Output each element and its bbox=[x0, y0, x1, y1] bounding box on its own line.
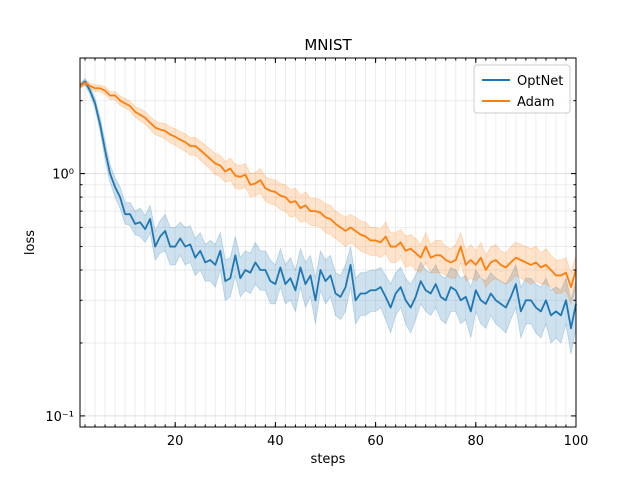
axis-ticks: 20 40 60 80 100 10⁻¹ 10⁰ bbox=[45, 57, 589, 449]
line-adam bbox=[79, 81, 577, 289]
x-tick-label: 40 bbox=[267, 434, 284, 449]
x-tick-label: 80 bbox=[468, 434, 485, 449]
y-tick-label: 10⁰ bbox=[52, 168, 74, 183]
line-optnet bbox=[79, 80, 577, 330]
x-tick-label: 60 bbox=[367, 434, 384, 449]
legend-label-adam: Adam bbox=[517, 95, 555, 110]
y-tick-label: 10⁻¹ bbox=[45, 410, 74, 425]
series-lines bbox=[79, 80, 577, 330]
x-tick-label: 20 bbox=[167, 434, 184, 449]
grid bbox=[80, 57, 577, 428]
legend: OptNet Adam bbox=[473, 64, 571, 114]
x-axis-title: steps bbox=[311, 452, 346, 467]
legend-label-optnet: OptNet bbox=[517, 74, 563, 89]
chart-title: MNIST bbox=[304, 36, 352, 54]
y-axis-title: loss bbox=[23, 230, 38, 255]
x-tick-label: 100 bbox=[564, 434, 589, 449]
plot-frame bbox=[79, 57, 577, 428]
